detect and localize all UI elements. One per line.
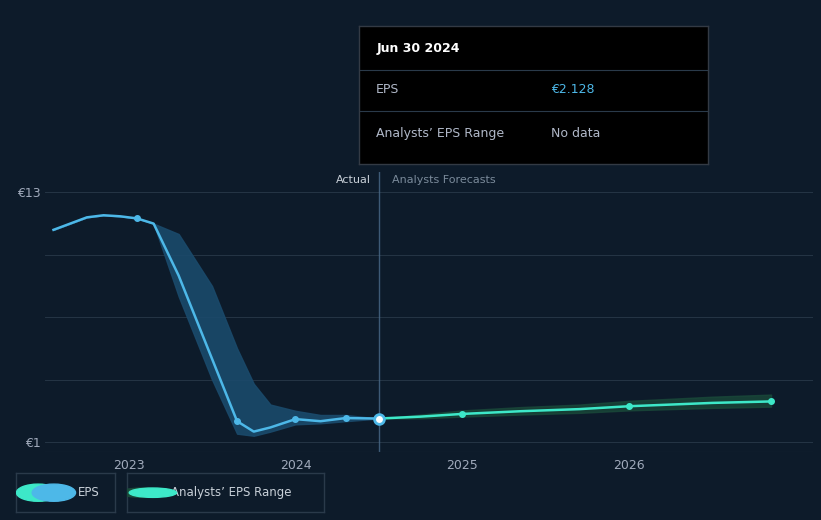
Text: EPS: EPS bbox=[77, 486, 99, 499]
Text: Analysts Forecasts: Analysts Forecasts bbox=[392, 175, 496, 185]
Text: Jun 30 2024: Jun 30 2024 bbox=[376, 42, 460, 55]
Text: Analysts’ EPS Range: Analysts’ EPS Range bbox=[376, 127, 504, 140]
Circle shape bbox=[129, 488, 177, 497]
Circle shape bbox=[16, 484, 60, 501]
Text: No data: No data bbox=[551, 127, 600, 140]
Circle shape bbox=[32, 484, 76, 501]
Text: Actual: Actual bbox=[336, 175, 370, 185]
Text: Analysts’ EPS Range: Analysts’ EPS Range bbox=[171, 486, 291, 499]
Text: EPS: EPS bbox=[376, 83, 400, 96]
Text: €2.128: €2.128 bbox=[551, 83, 594, 96]
Circle shape bbox=[119, 488, 167, 497]
